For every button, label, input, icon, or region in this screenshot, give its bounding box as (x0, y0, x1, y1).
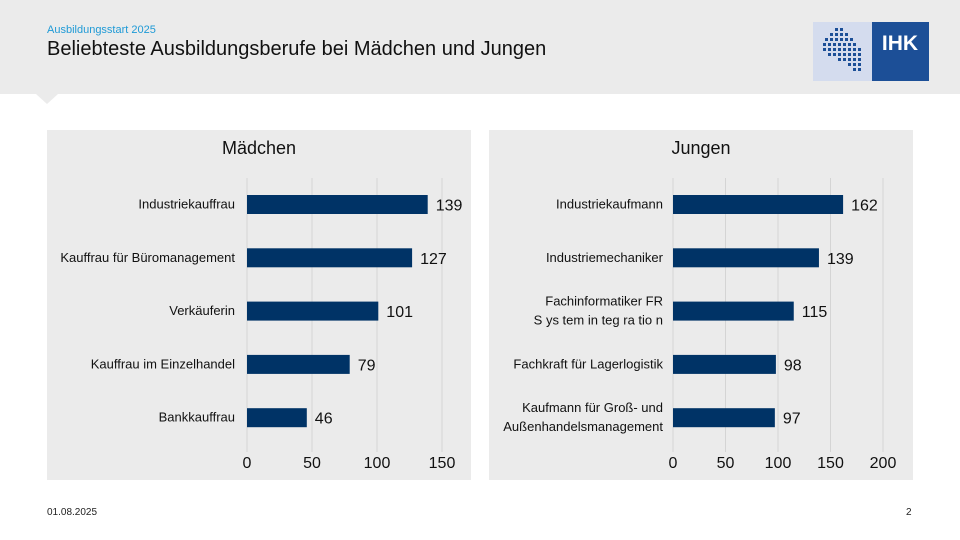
chart-title: Mädchen (222, 138, 296, 158)
tick-label: 100 (364, 455, 391, 472)
bar (247, 248, 413, 268)
chart-boys: Jungen 0 50 100 150 200 162 Industriekaufmann 13… (503, 138, 897, 472)
data-label: 162 (851, 198, 878, 215)
bar (673, 248, 819, 268)
data-label: 115 (802, 304, 828, 321)
tick-label: 200 (870, 455, 897, 472)
category-label: Bankkauffrau (159, 410, 235, 425)
tick-label: 50 (717, 455, 735, 472)
data-label: 127 (420, 251, 447, 268)
data-label: 139 (827, 251, 854, 268)
ihk-logo: IHK (813, 22, 929, 81)
chart-panel-boys: Jungen 0 50 100 150 200 162 Industriekaufmann 13… (489, 130, 913, 480)
bar (673, 354, 776, 374)
category-label: Industriekauffrau (138, 197, 235, 212)
category-label: Fachkraft für Lagerlogistik (513, 356, 663, 371)
bar (673, 301, 794, 321)
tick-label: 100 (765, 455, 792, 472)
slide-header (0, 0, 960, 94)
slide-kicker: Ausbildungsstart 2025 (47, 24, 156, 36)
chart-panel-girls: Mädchen 0 50 100 150 139 Industriekauffrau 127 K… (47, 130, 471, 480)
data-label: 97 (783, 411, 801, 428)
category-label: Kauffrau für Büromanagement (60, 250, 235, 265)
data-label: 98 (784, 357, 802, 374)
bar (247, 408, 307, 428)
category-label: Kaufmann für Groß- und Außenhandelsmanage… (503, 400, 663, 434)
logo-text: IHK (882, 32, 918, 55)
tick-label: 0 (669, 455, 678, 472)
footer-date: 01.08.2025 (47, 507, 98, 518)
category-label: Fachinformatiker FR S ys tem in teg ra ti… (534, 294, 663, 328)
header-notch (36, 94, 58, 104)
logo-blue-block (872, 22, 929, 81)
bar (673, 408, 775, 428)
data-label: 79 (358, 357, 376, 374)
data-label: 139 (436, 198, 463, 215)
slide-title: Beliebteste Ausbildungsberufe bei Mädche… (47, 38, 547, 60)
page-number: 2 (906, 507, 912, 518)
chart-title: Jungen (671, 138, 730, 158)
chart-girls: Mädchen 0 50 100 150 139 Industriekauffrau 127 K… (60, 138, 463, 472)
tick-label: 150 (429, 455, 456, 472)
category-label: Industriekaufmann (556, 197, 663, 212)
category-label: Industriemechaniker (546, 250, 664, 265)
bar (247, 354, 350, 374)
data-label: 46 (315, 411, 333, 428)
tick-label: 150 (817, 455, 844, 472)
data-label: 101 (386, 304, 413, 321)
category-label: Kauffrau im Einzelhandel (91, 356, 235, 371)
bar (247, 301, 379, 321)
logo-map-pattern (823, 28, 861, 71)
tick-label: 50 (303, 455, 321, 472)
category-label: Verkäuferin (169, 303, 235, 318)
bar (673, 195, 844, 214)
bar (247, 195, 428, 214)
tick-label: 0 (243, 455, 252, 472)
